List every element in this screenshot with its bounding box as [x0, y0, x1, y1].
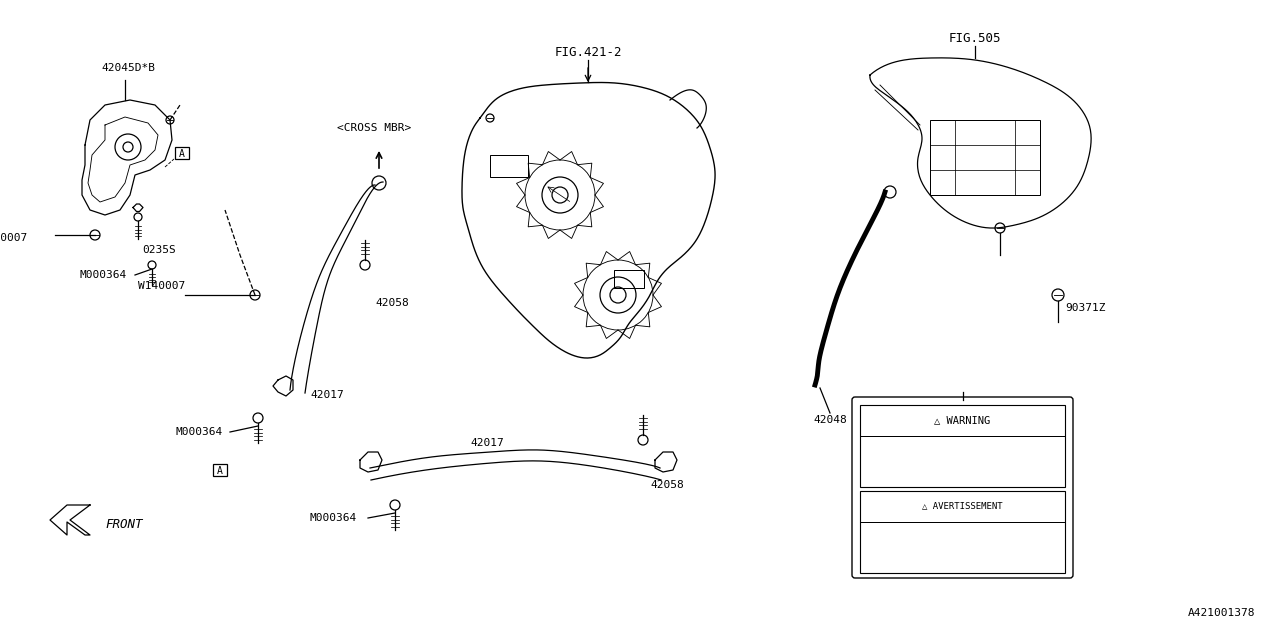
Bar — [614, 270, 644, 288]
Text: W140007: W140007 — [0, 233, 27, 243]
Text: FIG.505: FIG.505 — [948, 31, 1001, 45]
Text: <CROSS MBR>: <CROSS MBR> — [337, 123, 411, 133]
Text: 90371Z: 90371Z — [1065, 303, 1106, 313]
Text: M000364: M000364 — [175, 427, 223, 437]
Text: 42017: 42017 — [310, 390, 344, 400]
Bar — [175, 147, 189, 159]
Bar — [490, 155, 529, 177]
Text: 42045D*B: 42045D*B — [101, 63, 155, 73]
Text: FRONT: FRONT — [105, 518, 142, 531]
Bar — [931, 120, 1039, 195]
Text: A: A — [218, 466, 223, 476]
Text: △ WARNING: △ WARNING — [934, 415, 991, 426]
Text: 42058: 42058 — [375, 298, 408, 308]
Text: A: A — [179, 148, 184, 159]
Bar — [212, 464, 228, 476]
Text: 42048: 42048 — [813, 415, 847, 425]
Bar — [860, 490, 1065, 573]
Text: M000364: M000364 — [310, 513, 357, 523]
Text: A421001378: A421001378 — [1188, 608, 1254, 618]
Text: FIG.421-2: FIG.421-2 — [554, 45, 622, 58]
Text: M000364: M000364 — [79, 270, 127, 280]
Text: W140007: W140007 — [138, 281, 186, 291]
Text: △ AVERTISSEMENT: △ AVERTISSEMENT — [922, 502, 1002, 511]
Bar — [860, 405, 1065, 487]
Text: 42017: 42017 — [470, 438, 504, 448]
Text: 42058: 42058 — [650, 480, 684, 490]
Text: 0235S: 0235S — [142, 245, 175, 255]
